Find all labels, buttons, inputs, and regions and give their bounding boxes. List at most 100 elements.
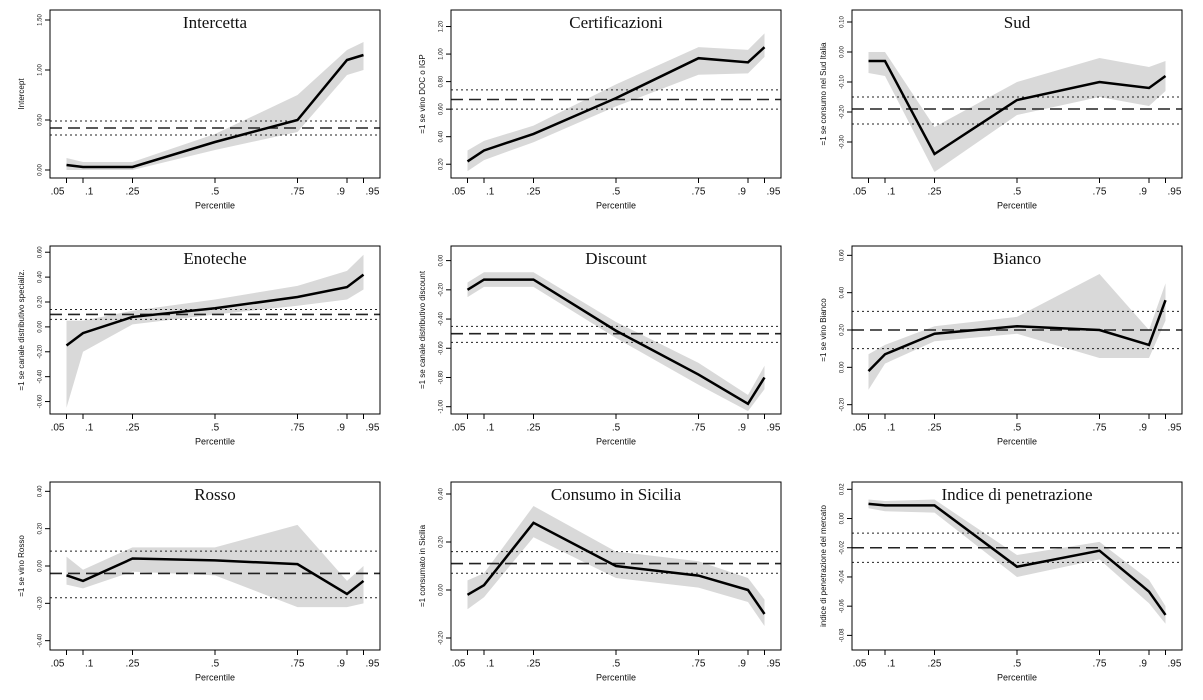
x-tick-label: .05 bbox=[452, 423, 466, 434]
y-tick-label: 0.20 bbox=[840, 324, 846, 336]
y-tick-label: -0.80 bbox=[439, 370, 445, 384]
y-tick-label: 0.00 bbox=[439, 254, 445, 266]
confidence-band bbox=[66, 42, 364, 170]
y-tick-label: 0.20 bbox=[38, 522, 44, 534]
x-tick-label: .75 bbox=[692, 659, 706, 670]
chart-title: Sud bbox=[1004, 13, 1031, 32]
y-tick-label: 0.20 bbox=[38, 296, 44, 308]
quantile-line bbox=[868, 502, 1167, 616]
x-tick-label: .95 bbox=[366, 659, 380, 670]
x-tick-label: .25 bbox=[126, 423, 140, 434]
confidence-band bbox=[467, 33, 765, 172]
x-axis-label: Percentile bbox=[997, 436, 1037, 446]
y-tick-label: -0.10 bbox=[840, 75, 846, 89]
y-tick-label: 0.60 bbox=[439, 103, 445, 115]
x-tick-label: .75 bbox=[291, 187, 305, 198]
y-tick-label: 0.02 bbox=[840, 483, 846, 495]
x-tick-label: .5 bbox=[1013, 187, 1022, 198]
chart-title: Intercetta bbox=[183, 13, 248, 32]
y-tick-label: -1.00 bbox=[439, 399, 445, 413]
x-tick-label: .25 bbox=[527, 423, 541, 434]
y-tick-label: 0.00 bbox=[38, 164, 44, 176]
x-tick-label: .95 bbox=[767, 187, 781, 198]
y-axis-label: Intercept bbox=[17, 78, 26, 110]
y-tick-label: -0.40 bbox=[38, 369, 44, 383]
x-tick-label: .95 bbox=[366, 187, 380, 198]
x-tick-label: .9 bbox=[1139, 423, 1148, 434]
x-tick-label: .75 bbox=[291, 423, 305, 434]
y-tick-label: 1.00 bbox=[439, 48, 445, 60]
x-tick-label: .5 bbox=[1013, 659, 1022, 670]
x-tick-label: .95 bbox=[767, 659, 781, 670]
panel: .05 .1 .25 .5 .75 .9 .95 Percentile 0.40 0.20 0.00… bbox=[17, 481, 381, 682]
confidence-band bbox=[868, 499, 1166, 624]
y-tick-label: -0.20 bbox=[38, 596, 44, 610]
x-tick-label: .05 bbox=[51, 659, 65, 670]
panel: .05 .1 .25 .5 .75 .9 .95 Percentile 0.20 0.40 0.60… bbox=[418, 9, 782, 210]
panel: .05 .1 .25 .5 .75 .9 .95 Percentile 0.00 -0.20 -0.… bbox=[418, 245, 782, 446]
x-tick-label: .9 bbox=[337, 423, 346, 434]
y-tick-label: 1.00 bbox=[38, 64, 44, 76]
y-tick-label: 0.40 bbox=[38, 485, 44, 497]
y-tick-label: 0.00 bbox=[840, 512, 846, 524]
x-tick-label: .1 bbox=[486, 423, 495, 434]
y-tick-label: -0.60 bbox=[439, 341, 445, 355]
x-tick-label: .25 bbox=[527, 659, 541, 670]
y-tick-label: 0.40 bbox=[439, 488, 445, 500]
y-tick-label: 0.40 bbox=[38, 271, 44, 283]
y-tick-label: -0.02 bbox=[840, 540, 846, 554]
x-tick-label: .5 bbox=[211, 187, 220, 198]
x-tick-label: .9 bbox=[738, 187, 747, 198]
x-tick-label: .75 bbox=[1093, 187, 1107, 198]
x-tick-label: .75 bbox=[692, 187, 706, 198]
x-tick-label: .1 bbox=[85, 659, 94, 670]
y-tick-label: -0.20 bbox=[38, 344, 44, 358]
x-tick-label: .25 bbox=[928, 423, 942, 434]
y-tick-label: -0.40 bbox=[439, 312, 445, 326]
chart-title: Rosso bbox=[194, 485, 236, 504]
panel: .05 .1 .25 .5 .75 .9 .95 Percentile 0.10 0.00 -0.1… bbox=[819, 9, 1183, 210]
quantile-line bbox=[466, 278, 766, 406]
x-tick-label: .95 bbox=[1168, 423, 1182, 434]
y-axis-label: =1 se vino DOC o IGP bbox=[418, 54, 427, 133]
x-tick-label: .95 bbox=[1168, 659, 1182, 670]
x-axis-label: Percentile bbox=[596, 436, 636, 446]
panel: .05 .1 .25 .5 .75 .9 .95 Percentile 0.60 0.40 0.20… bbox=[819, 245, 1183, 446]
y-tick-label: 0.20 bbox=[439, 536, 445, 548]
y-tick-label: -0.30 bbox=[840, 135, 846, 149]
x-tick-label: .9 bbox=[1139, 187, 1148, 198]
y-tick-label: -0.04 bbox=[840, 569, 846, 583]
x-tick-label: .05 bbox=[51, 187, 65, 198]
quantile-line bbox=[466, 521, 766, 615]
y-axis-label: =1 se canale distributivo discount bbox=[418, 270, 427, 389]
x-tick-label: .05 bbox=[853, 187, 867, 198]
chart-title: Enoteche bbox=[183, 249, 246, 268]
y-tick-label: 0.40 bbox=[439, 130, 445, 142]
x-tick-label: .1 bbox=[887, 659, 896, 670]
panel: .05 .1 .25 .5 .75 .9 .95 Percentile 0.02 0.00 -0.0… bbox=[819, 481, 1183, 682]
panel: .05 .1 .25 .5 .75 .9 .95 Percentile 0.60 0.40 0.20… bbox=[17, 245, 381, 446]
quantile-line bbox=[66, 53, 364, 169]
x-tick-label: .95 bbox=[366, 423, 380, 434]
x-tick-label: .5 bbox=[612, 187, 621, 198]
x-tick-label: .9 bbox=[337, 187, 346, 198]
y-tick-label: 0.10 bbox=[840, 16, 846, 28]
x-tick-label: .5 bbox=[612, 659, 621, 670]
y-tick-label: 0.00 bbox=[439, 584, 445, 596]
x-tick-label: .9 bbox=[738, 423, 747, 434]
y-axis-label: indice di penetrazione del mercato bbox=[819, 505, 828, 627]
x-tick-label: .1 bbox=[85, 187, 94, 198]
y-tick-label: 0.00 bbox=[840, 46, 846, 58]
x-tick-label: .9 bbox=[1139, 659, 1148, 670]
confidence-band bbox=[868, 274, 1166, 390]
x-axis-label: Percentile bbox=[195, 200, 235, 210]
x-tick-label: .5 bbox=[612, 423, 621, 434]
x-tick-label: .25 bbox=[928, 659, 942, 670]
x-tick-label: .1 bbox=[486, 187, 495, 198]
y-tick-label: 0.00 bbox=[840, 361, 846, 373]
x-tick-label: .5 bbox=[211, 659, 220, 670]
panel: .05 .1 .25 .5 .75 .9 .95 Percentile 0.00 0.50 1.00… bbox=[17, 9, 381, 210]
y-tick-label: 1.50 bbox=[38, 14, 44, 26]
x-tick-label: .1 bbox=[85, 423, 94, 434]
x-tick-label: .25 bbox=[126, 659, 140, 670]
